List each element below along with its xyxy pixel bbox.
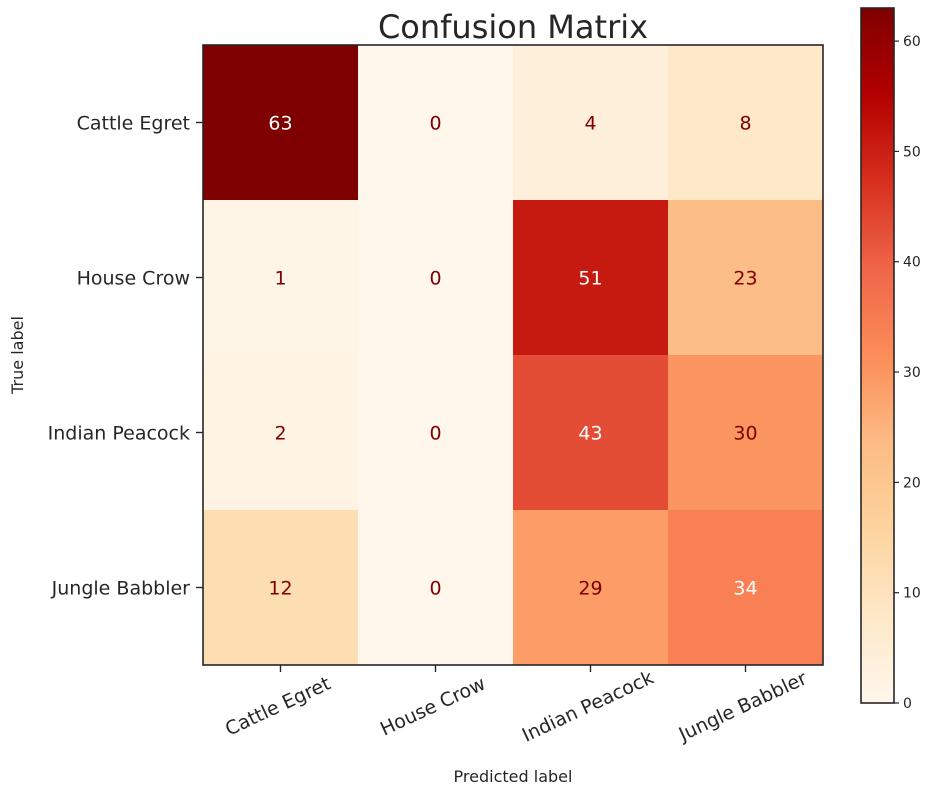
cell-value-label: 51 <box>578 268 602 290</box>
heatmap-cell <box>513 355 669 511</box>
heatmap-cell <box>358 200 514 356</box>
colorbar: 0 10 20 30 40 50 60 <box>860 7 921 712</box>
cell-value-label: 30 <box>733 423 757 445</box>
y-tick-label: Jungle Babbler <box>51 578 191 600</box>
x-tick-label: Cattle Egret <box>222 673 334 741</box>
plot-frame <box>202 44 824 666</box>
cell-value-labels: 63 0 4 8 1 0 51 23 2 0 43 30 12 0 29 34 <box>268 113 757 600</box>
heatmap-cell <box>203 510 359 666</box>
cell-value-label: 0 <box>429 113 441 135</box>
colorbar-tick-label: 60 <box>903 34 921 50</box>
heatmap-cell <box>513 45 669 201</box>
cell-value-label: 4 <box>584 113 596 135</box>
colorbar-tick-label: 10 <box>903 586 921 602</box>
y-tick-label: House Crow <box>77 268 190 290</box>
cell-value-label: 43 <box>578 423 602 445</box>
colorbar-tick-label: 30 <box>903 365 921 381</box>
cell-value-label: 23 <box>733 268 757 290</box>
y-axis-ticks: Cattle Egret House Crow Indian Peacock Jung… <box>48 113 203 600</box>
cell-value-label: 2 <box>274 423 286 445</box>
y-tick-label: Indian Peacock <box>48 423 190 445</box>
colorbar-tick-label: 40 <box>903 255 921 271</box>
cell-value-label: 1 <box>274 268 286 290</box>
chart-title: Confusion Matrix <box>378 8 648 46</box>
colorbar-frame <box>860 7 895 704</box>
colorbar-gradient <box>861 8 894 703</box>
cell-value-label: 63 <box>268 113 292 135</box>
colorbar-tick-label: 0 <box>903 696 912 712</box>
heatmap-cell <box>203 355 359 511</box>
heatmap-cell <box>668 200 824 356</box>
heatmap-cell <box>358 45 514 201</box>
y-axis-label: True label <box>8 316 27 395</box>
cell-value-label: 29 <box>578 578 602 600</box>
heatmap-cell <box>513 200 669 356</box>
heatmap-cell <box>358 355 514 511</box>
cell-value-label: 0 <box>429 268 441 290</box>
x-tick-label: House Crow <box>377 673 489 741</box>
y-tick-label: Cattle Egret <box>77 113 190 135</box>
x-axis-ticks: Cattle Egret House Crow Indian Peacock Jung… <box>222 665 811 747</box>
x-axis-label: Predicted label <box>454 767 573 786</box>
heatmap-cell <box>513 510 669 666</box>
heatmap-cell <box>668 510 824 666</box>
heatmap-cell <box>203 200 359 356</box>
x-tick-label: Jungle Babbler <box>675 667 811 746</box>
heatmap-cell <box>668 45 824 201</box>
heatmap-cell <box>358 510 514 666</box>
colorbar-tick-label: 50 <box>903 144 921 160</box>
cell-value-label: 12 <box>268 578 292 600</box>
heatmap-cell <box>203 45 359 201</box>
cell-value-label: 0 <box>429 578 441 600</box>
cell-value-label: 8 <box>739 113 751 135</box>
colorbar-tick-label: 20 <box>903 475 921 491</box>
x-tick-label: Indian Peacock <box>519 667 657 747</box>
cell-value-label: 34 <box>733 578 757 600</box>
heatmap-cells <box>203 45 824 666</box>
colorbar-ticks: 0 10 20 30 40 50 60 <box>894 34 921 712</box>
heatmap-cell <box>668 355 824 511</box>
cell-value-label: 0 <box>429 423 441 445</box>
